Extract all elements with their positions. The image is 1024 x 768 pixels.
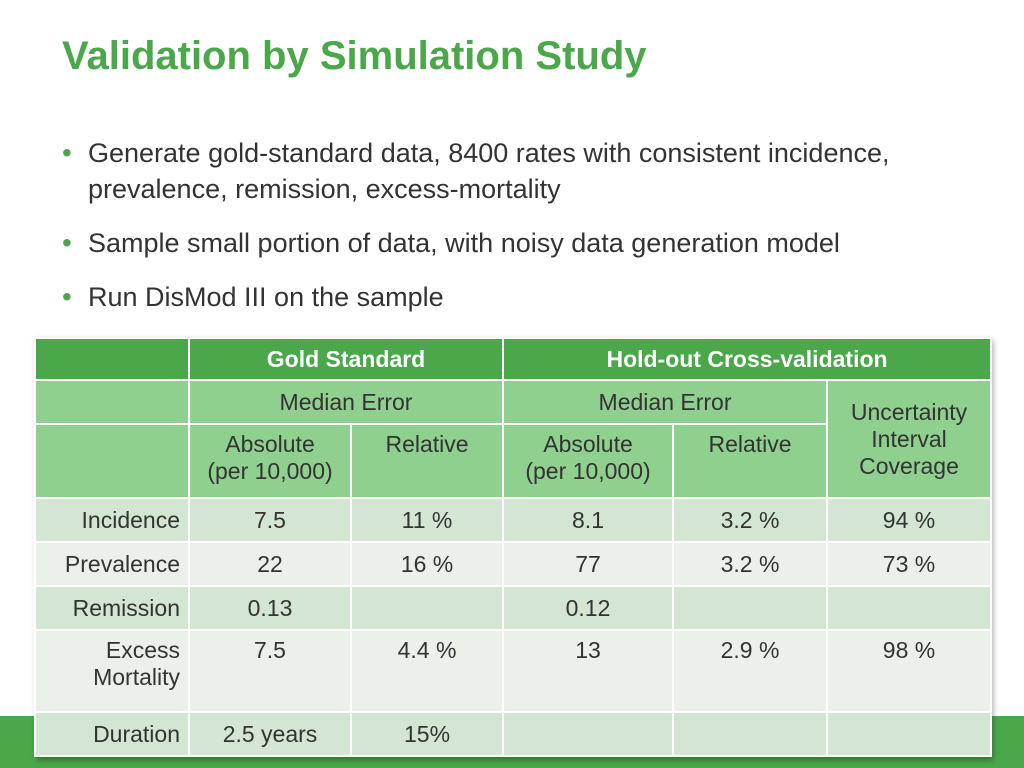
table-row: Prevalence 22 16 % 77 3.2 % 73 % <box>34 541 993 587</box>
table-cell <box>826 585 993 631</box>
bullet-item: • Run DisMod III on the sample <box>62 279 1002 315</box>
row-label-line: Mortality <box>93 664 180 690</box>
table-cell: 8.1 <box>502 497 675 543</box>
table-cell: 7.5 <box>188 629 352 713</box>
table-cell <box>502 711 675 757</box>
bullet-list: • Generate gold-standard data, 8400 rate… <box>62 135 1002 333</box>
table-subheader-row: Median Error Median Error Uncertainty In… <box>34 379 993 499</box>
table-cell: 77 <box>502 541 675 587</box>
row-label: Prevalence <box>34 541 190 587</box>
slide-title: Validation by Simulation Study <box>62 34 647 78</box>
row-label: Excess Mortality <box>34 629 190 713</box>
table-units-row: Absolute (per 10,000) Relative Absolute … <box>34 423 991 499</box>
table-header-row: Gold Standard Hold-out Cross-validation <box>34 337 993 381</box>
bullet-icon: • <box>62 227 72 258</box>
table-cell <box>672 585 829 631</box>
results-table-container: Gold Standard Hold-out Cross-validation … <box>34 337 993 757</box>
header-gold-standard: Gold Standard <box>187 337 505 381</box>
table-cell: 94 % <box>826 497 993 543</box>
table-cell: 98 % <box>826 629 993 713</box>
bullet-text: Generate gold-standard data, 8400 rates … <box>88 138 890 204</box>
units-corner <box>34 423 190 499</box>
table-row: Remission 0.13 0.12 <box>34 585 993 631</box>
units-cv-absolute: Absolute (per 10,000) <box>502 423 675 499</box>
units-gs-absolute-line: (per 10,000) <box>207 458 333 484</box>
table-row: Excess Mortality 7.5 4.4 % 13 2.9 % 98 % <box>34 629 993 713</box>
subheader-corner <box>34 379 190 425</box>
table-cell: 22 <box>188 541 352 587</box>
bullet-item: • Generate gold-standard data, 8400 rate… <box>62 135 1002 207</box>
table-cell: 16 % <box>349 541 505 587</box>
subheader-cv-median-error: Median Error <box>502 379 829 425</box>
row-label: Incidence <box>34 497 190 543</box>
table-row: Duration 2.5 years 15% <box>34 711 993 757</box>
units-cv-relative: Relative <box>672 423 829 499</box>
table-cell: 15% <box>349 711 505 757</box>
bullet-text: Sample small portion of data, with noisy… <box>88 228 840 258</box>
table-row: Incidence 7.5 11 % 8.1 3.2 % 94 % <box>34 497 993 543</box>
units-cv-absolute-line: (per 10,000) <box>525 458 651 484</box>
subheader-uncertainty-coverage: Uncertainty Interval Coverage <box>826 379 993 499</box>
row-label-line: Excess <box>105 637 180 663</box>
bullet-icon: • <box>62 281 72 312</box>
table-cell: 0.12 <box>502 585 675 631</box>
table-cell: 2.9 % <box>672 629 829 713</box>
units-cv-absolute-line: Absolute <box>543 431 633 457</box>
bullet-text: Run DisMod III on the sample <box>88 282 444 312</box>
units-gs-absolute-line: Absolute <box>225 431 315 457</box>
row-label: Remission <box>34 585 190 631</box>
row-label: Duration <box>34 711 190 757</box>
table-cell: 0.13 <box>188 585 352 631</box>
table-cell: 3.2 % <box>672 541 829 587</box>
header-corner <box>34 337 190 381</box>
units-gs-relative: Relative <box>349 423 505 499</box>
table-cell: 7.5 <box>188 497 352 543</box>
header-holdout-cv: Hold-out Cross-validation <box>502 337 993 381</box>
table-cell <box>672 711 829 757</box>
table-cell: 2.5 years <box>188 711 352 757</box>
table-cell <box>349 585 505 631</box>
table-cell <box>826 711 993 757</box>
table-cell: 13 <box>502 629 675 713</box>
table-cell: 4.4 % <box>349 629 505 713</box>
units-gs-absolute: Absolute (per 10,000) <box>188 423 352 499</box>
bullet-item: • Sample small portion of data, with noi… <box>62 225 1002 261</box>
subheader-gs-median-error: Median Error <box>187 379 505 425</box>
table-cell: 3.2 % <box>672 497 829 543</box>
results-table: Gold Standard Hold-out Cross-validation … <box>34 337 993 757</box>
table-cell: 11 % <box>349 497 505 543</box>
table-cell: 73 % <box>826 541 993 587</box>
bullet-icon: • <box>62 137 72 168</box>
